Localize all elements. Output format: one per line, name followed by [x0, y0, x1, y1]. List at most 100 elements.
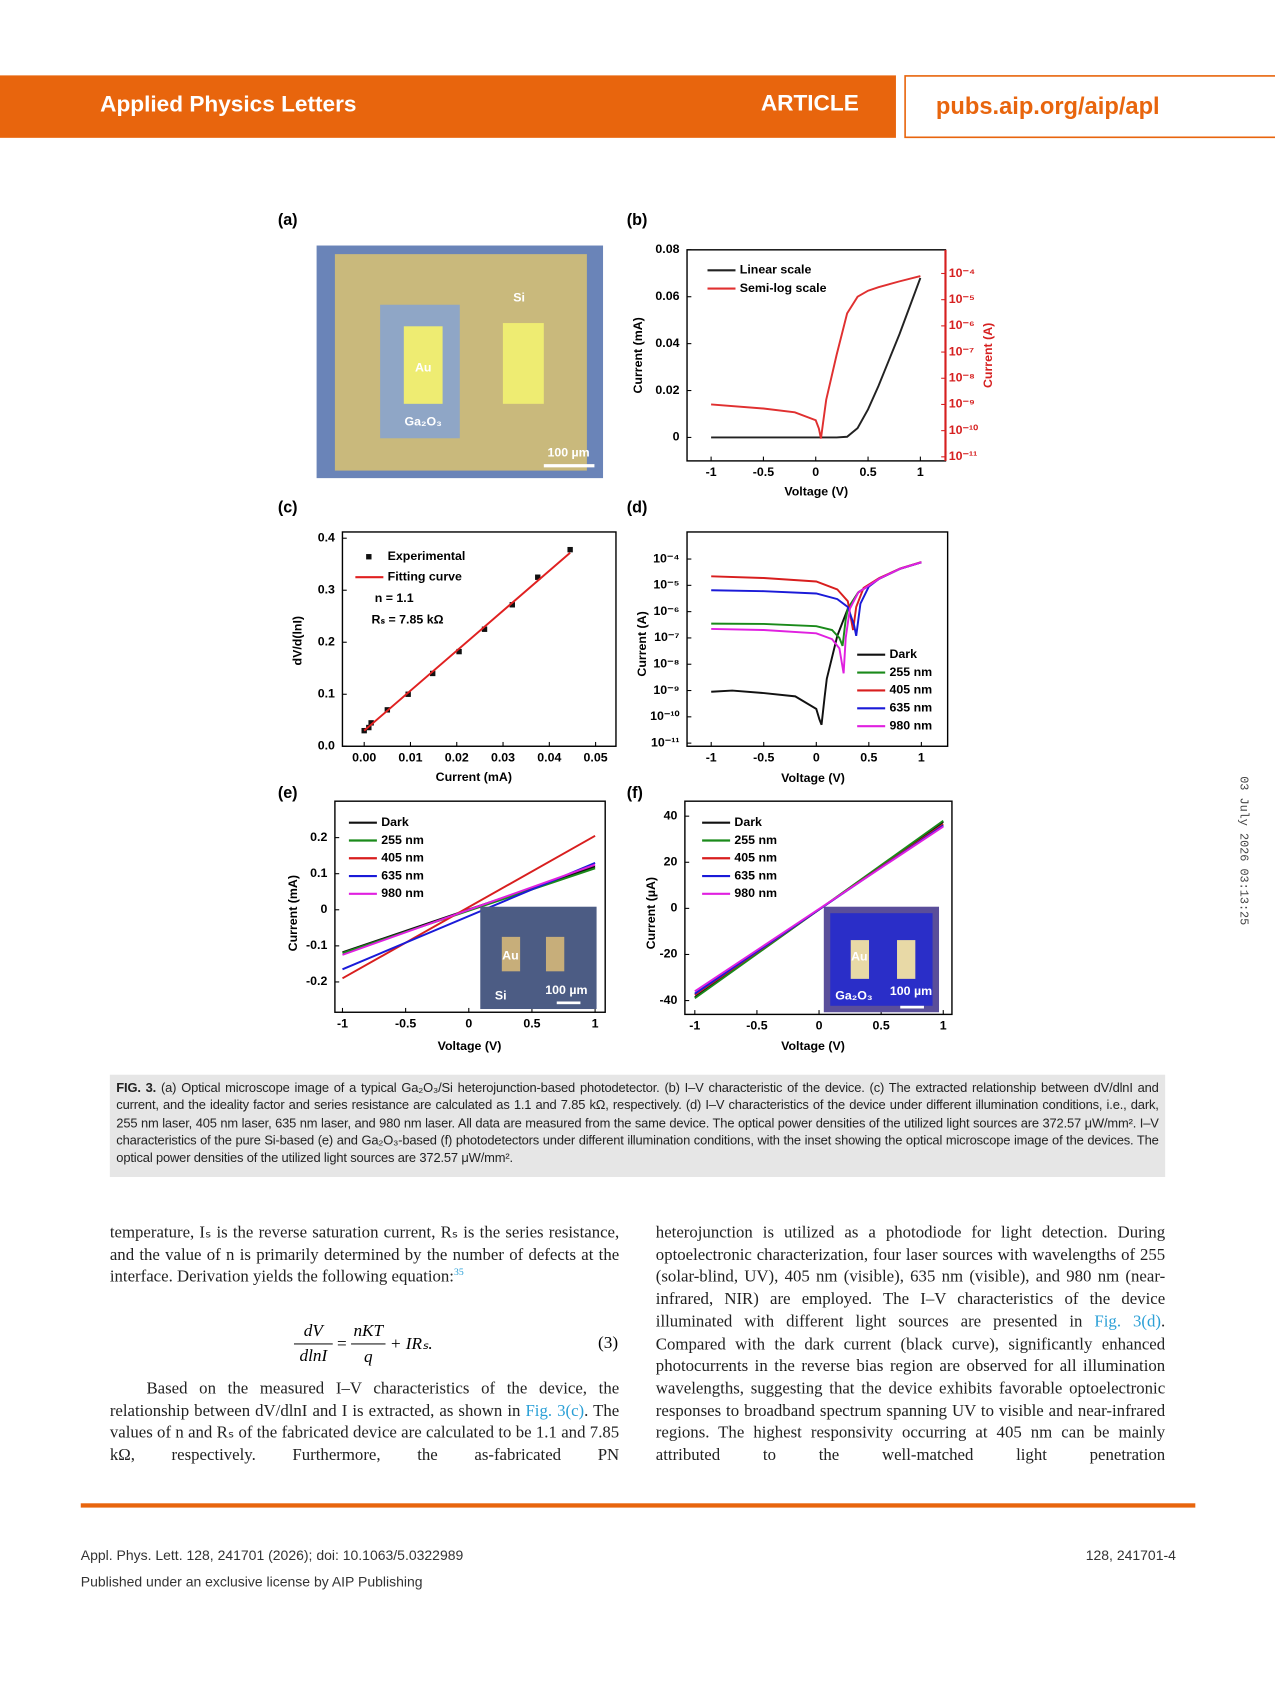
x-tick-label: 0 [813, 750, 820, 764]
scale-label: 100 µm [547, 446, 589, 460]
legend-label: 255 nm [889, 665, 932, 679]
x-tick-label: -0.5 [746, 1019, 767, 1033]
legend-label: 635 nm [889, 701, 932, 715]
body-right: heterojunction is utilized as a photodio… [656, 1222, 1165, 1467]
y-tick-label: 0.1 [318, 687, 335, 701]
y-tick-label: 20 [664, 855, 678, 869]
y-tick-label: 0.0 [318, 739, 335, 753]
label-si: Si [513, 291, 525, 305]
x-axis-title: Voltage (V) [781, 771, 845, 785]
legend-label: 405 nm [889, 683, 932, 697]
scale-bar [543, 464, 595, 468]
y-tick-label: 0.1 [310, 866, 327, 880]
y-tick-label: 0.2 [310, 830, 327, 844]
body-left-p2: Based on the measured I–V characteristic… [110, 1378, 619, 1467]
inset-label-au: Au [851, 950, 868, 964]
legend-label: Dark [889, 647, 917, 661]
annotation: Rₛ = 7.85 kΩ [372, 613, 444, 627]
y2-tick-label: 10⁻⁶ [949, 318, 975, 332]
legend-label: 635 nm [734, 868, 777, 882]
legend-label: 980 nm [889, 719, 932, 733]
header-url-box [904, 75, 1275, 139]
x-tick-label: 0.01 [398, 750, 422, 764]
y-axis-title: dV/d(lnI) [291, 616, 305, 666]
header-bar [0, 75, 896, 138]
panel-label: (d) [627, 499, 648, 517]
figure-link[interactable]: Fig. 3(c) [525, 1401, 585, 1421]
equation: dV dlnI = nKT q + IRₛ. (3) [293, 1321, 618, 1366]
paragraph-text: heterojunction is utilized as a photodio… [655, 1223, 1166, 1331]
x-tick-label: 0.05 [584, 750, 608, 764]
data-point [368, 720, 374, 726]
au-pad [502, 323, 544, 404]
x-tick-label: 0.5 [859, 465, 876, 479]
eq-tail: + IRₛ. [390, 1334, 433, 1353]
series-line [711, 275, 921, 439]
legend-label: 980 nm [734, 886, 777, 900]
data-point [567, 546, 573, 553]
y2-tick-label: 10⁻¹¹ [949, 449, 978, 463]
eq-num: nKT [353, 1321, 384, 1340]
data-point [481, 626, 488, 632]
y2-axis-title: Current (A) [981, 323, 995, 388]
paragraph-text: . Compared with the dark current (black … [655, 1312, 1166, 1465]
inset-pad [501, 936, 521, 972]
inset-pad [897, 940, 916, 979]
plot-frame [334, 800, 606, 1013]
x-tick-label: -0.5 [395, 1016, 416, 1030]
inset-pad [850, 940, 870, 979]
y2-tick-label: 10⁻⁷ [949, 344, 974, 358]
reference[interactable]: 35 [453, 1266, 464, 1278]
y-tick-label: 0.02 [655, 383, 679, 397]
data-point [456, 648, 462, 655]
legend-label: 405 nm [381, 851, 424, 865]
legend-label: 255 nm [381, 833, 424, 847]
x-tick-label: 0.02 [445, 750, 469, 764]
legend-label: Dark [734, 815, 762, 829]
legend-label: Linear scale [740, 263, 812, 277]
y-tick-label: 10⁻⁶ [653, 604, 679, 618]
legend-label: Semi-log scale [740, 281, 827, 295]
au-pad [403, 326, 443, 404]
annotation: n = 1.1 [375, 591, 414, 605]
y-tick-label: 10⁻⁵ [653, 578, 679, 592]
inset-label-substrate: Ga₂O₃ [835, 988, 872, 1002]
scale-bar [556, 1001, 581, 1005]
insets: Au Si 100 µm Au Ga₂O₃ 100 µm [480, 906, 940, 1013]
journal-url[interactable]: pubs.aip.org/aip/apl [936, 94, 1160, 120]
charts: (b) -1 -0.5 0 0.5 1 0 0.02 0.04 0.06 0.08 10⁻⁴ 10⁻⁵ 1… [278, 211, 995, 1053]
panel-label: (f) [627, 784, 643, 802]
label-ga2o3: Ga₂O₃ [405, 414, 442, 428]
legend-label: 255 nm [734, 833, 777, 847]
eq-den: dlnI [299, 1346, 328, 1365]
journal-name: Applied Physics Letters [100, 92, 356, 117]
y-tick-label: 10⁻¹¹ [651, 735, 680, 749]
data-point [361, 727, 367, 734]
y-tick-label: 0.3 [318, 582, 335, 596]
y-tick-label: 0 [320, 902, 327, 916]
x-tick-label: 0.00 [352, 750, 376, 764]
x-axis-title: Current (mA) [436, 770, 512, 784]
legend-label: 405 nm [734, 851, 777, 865]
y-axis-title: Current (mA) [631, 317, 645, 393]
figure-link[interactable]: Fig. 3(d) [1094, 1312, 1161, 1331]
paragraph-text: . The values of n and Rₛ of the fabricat… [109, 1401, 620, 1465]
y2-tick-label: 10⁻⁹ [949, 397, 975, 411]
x-tick-label: 1 [940, 1019, 947, 1033]
legend-label: 635 nm [381, 868, 424, 882]
series-line [342, 834, 596, 980]
inset-pad [545, 936, 565, 972]
panel-label: (c) [278, 499, 298, 517]
data-point [405, 691, 411, 697]
si-substrate [334, 254, 587, 471]
caption-label: FIG. 3. [116, 1080, 157, 1096]
y-tick-label: -0.2 [306, 974, 327, 988]
legend-label: 980 nm [381, 886, 424, 900]
x-tick-label: 0 [465, 1016, 472, 1030]
y-tick-label: 10⁻⁸ [653, 656, 679, 670]
body-left-p1: temperature, Iₛ is the reverse saturatio… [110, 1222, 619, 1289]
inset-scale: 100 µm [545, 983, 587, 997]
y-axis-title: Current (mA) [286, 875, 300, 951]
y-tick-label: 0 [670, 901, 677, 915]
